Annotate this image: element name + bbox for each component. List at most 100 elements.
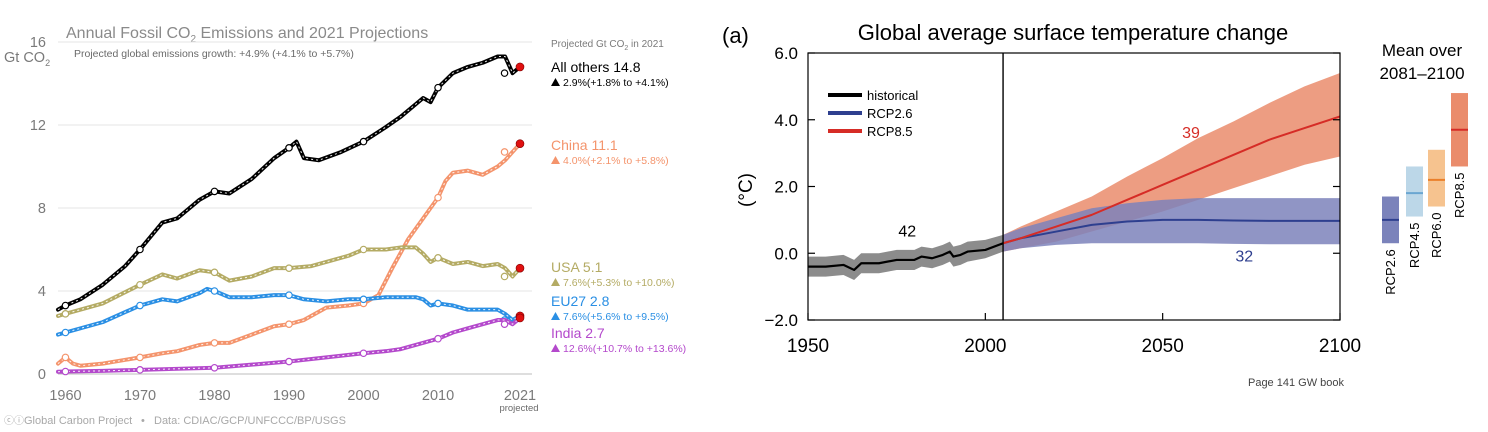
left-y-tick-label: 12 [30, 118, 46, 134]
left-year-marker [434, 193, 442, 202]
left-year-marker [434, 334, 442, 343]
left-series-all-others [56, 54, 525, 312]
left-x-tick-label: 2021 [504, 388, 536, 404]
cc-license-icon: ⓒⓘ [4, 415, 24, 427]
left-legend-entry: All others 14.8 2.9%(+1.8% to +4.1%) [551, 59, 669, 89]
left-year-marker [210, 339, 219, 347]
right-y-tick-label: 6.0 [774, 44, 798, 63]
left-year-marker [500, 320, 509, 329]
left-series-eu27 [56, 286, 525, 337]
mean-bar-label: RCP8.5 [1452, 172, 1467, 218]
left-year-marker [61, 353, 70, 362]
left-legend-growth: 12.6%(+10.7% to +13.6%) [563, 343, 686, 355]
left-year-marker [359, 245, 368, 254]
left-year-marker [210, 187, 219, 196]
footer-data-sources: Data: CDIAC/GCP/UNFCCC/BP/USGS [154, 415, 346, 427]
mean-range-box [1406, 166, 1423, 217]
left-legend-entry: China 11.1 4.0%(+2.1% to +5.8%) [551, 137, 669, 167]
right-legend-label: RCP8.5 [867, 124, 913, 139]
left-legend-name: India 2.7 [551, 325, 605, 341]
left-year-marker [285, 320, 293, 329]
left-x-tick-label: 2010 [422, 388, 454, 404]
left-legend-growth: 7.6%(+5.6% to +9.5%) [563, 311, 669, 323]
left-year-marker [136, 301, 144, 310]
line-rcp85 [1002, 115, 1341, 245]
left-year-marker [500, 148, 509, 156]
growth-triangle-icon [551, 78, 560, 86]
left-legend-entry: USA 5.1 7.6%(+5.3% to +10.0%) [551, 259, 675, 289]
left-year-marker [285, 144, 293, 152]
left-growth-note: Projected global emissions growth: +4.9%… [74, 48, 354, 60]
left-projection-point [515, 263, 525, 273]
left-year-marker [61, 367, 70, 376]
left-legend-growth: 2.9%(+1.8% to +4.1%) [563, 77, 669, 89]
left-year-marker [210, 363, 219, 372]
left-year-marker [500, 272, 509, 281]
mean-bar-rcp60: RCP6.0 [1428, 149, 1445, 259]
left-year-marker [434, 83, 442, 92]
left-y-tick-label: 8 [38, 201, 46, 217]
left-legend-entry: EU27 2.8 7.6%(+5.6% to +9.5%) [551, 293, 669, 323]
left-footer: ⓒⓘ Global Carbon Project • Data: CDIAC/G… [4, 415, 346, 427]
left-series-usa [56, 245, 525, 318]
left-chart-title: Annual Fossil CO2 Emissions and 2021 Pro… [66, 25, 428, 45]
right-x-tick-labels: 1950 2000 2050 2100 [787, 313, 1361, 357]
mean-bar-rcp26: RCP2.6 [1382, 196, 1399, 295]
panel-label: (a) [722, 23, 749, 48]
right-y-tick-label: 2.0 [774, 178, 798, 197]
left-y-tick-label: 4 [38, 284, 46, 300]
left-legend: All others 14.8 2.9%(+1.8% to +4.1%) China… [551, 59, 686, 355]
left-year-marker [500, 69, 509, 77]
left-series-china [56, 139, 525, 368]
right-y-tick-label: 4.0 [774, 111, 798, 130]
left-legend-name: All others 14.8 [551, 59, 641, 75]
left-year-marker [359, 137, 368, 146]
left-year-marker [136, 245, 144, 254]
left-projection-point [515, 139, 525, 148]
left-legend-entry: India 2.7 12.6%(+10.7% to +13.6%) [551, 325, 686, 355]
left-projection-point [515, 62, 525, 72]
right-legend-label: RCP2.6 [867, 106, 913, 121]
left-series-lines [56, 54, 525, 376]
left-year-marker [285, 357, 293, 366]
left-x-tick-labels: 1960 1970 1980 1990 2000 2010 2021 [49, 388, 536, 404]
left-legend-name: China 11.1 [551, 137, 618, 153]
right-y-tick-label: −2.0 [764, 311, 798, 330]
right-x-tick-label: 2100 [1319, 336, 1361, 357]
mean-bar-rcp45: RCP4.5 [1406, 166, 1423, 268]
left-year-marker [359, 295, 368, 304]
growth-triangle-icon [551, 278, 560, 286]
right-model-count-annotation: 39 [1182, 125, 1200, 142]
page-note: Page 141 GW book [1248, 377, 1345, 389]
left-year-marker [210, 287, 219, 295]
left-y-tick-label: 16 [30, 35, 46, 51]
right-x-tick-label: 2000 [964, 336, 1006, 357]
right-annotations: 42 39 32 [898, 125, 1253, 265]
left-gridlines [58, 41, 532, 375]
left-y-tick-labels: 0 4 8 12 16 [30, 35, 46, 383]
band-rcp26 [1003, 198, 1340, 252]
left-x-tick-label: 1990 [273, 388, 305, 404]
left-year-marker [359, 349, 368, 358]
left-year-marker [61, 301, 70, 310]
left-legend-growth: 7.6%(+5.3% to +10.0%) [563, 277, 675, 289]
left-series-dots [57, 246, 521, 317]
mean-bar-label: RCP6.0 [1429, 213, 1444, 259]
right-temperature-chart: (a) Global average surface temperature c… [722, 20, 1468, 389]
mean-over-title-line2: 2081–2100 [1379, 64, 1464, 83]
left-series-dots [57, 56, 521, 311]
left-year-marker [210, 268, 219, 277]
left-year-marker [434, 299, 442, 308]
band-rcp85 [1003, 73, 1340, 252]
left-projected-header: Projected Gt CO2 in 2021 [551, 39, 664, 52]
footer-logo-text: Global Carbon Project [24, 415, 132, 427]
left-emissions-chart: Annual Fossil CO2 Emissions and 2021 Pro… [4, 25, 686, 427]
left-series-line [56, 315, 522, 374]
right-uncertainty-bands [808, 73, 1340, 280]
left-y-unit: Gt CO2 [4, 50, 50, 68]
right-x-tick-label: 1950 [787, 336, 829, 357]
left-series-dots [57, 288, 521, 336]
left-year-marker [61, 310, 70, 318]
left-legend-growth: 4.0%(+2.1% to +5.8%) [563, 155, 669, 167]
